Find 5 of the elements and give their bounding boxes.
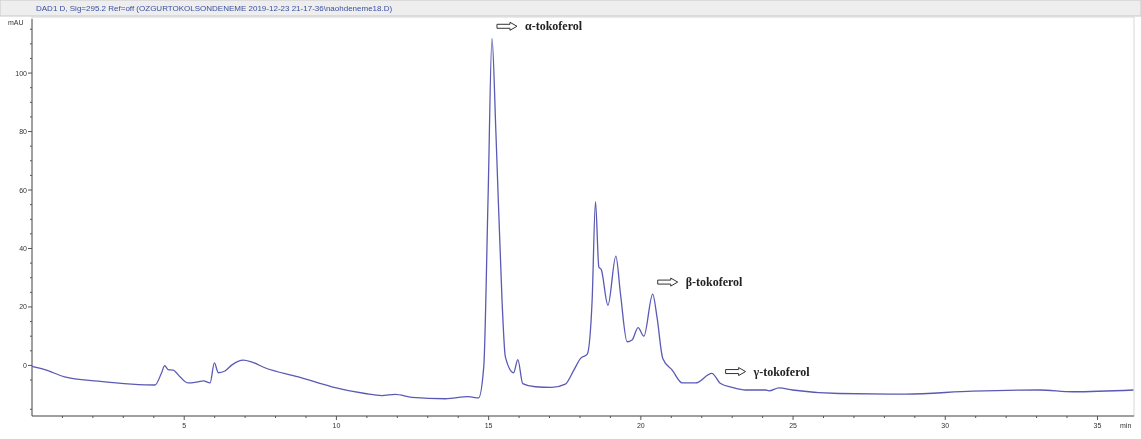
annotation: γ-tokoferol — [752, 364, 811, 379]
annotation: α-tokoferol — [524, 19, 583, 34]
chart-title: DAD1 D, Sig=295.2 Ref=off (OZGURTOKOLSONDENEME 2019-12-23 21-17-36\naohdeneme18.D) — [36, 4, 393, 13]
line-series — [31, 37, 1135, 400]
annotation: β-tokoferol — [685, 275, 744, 290]
